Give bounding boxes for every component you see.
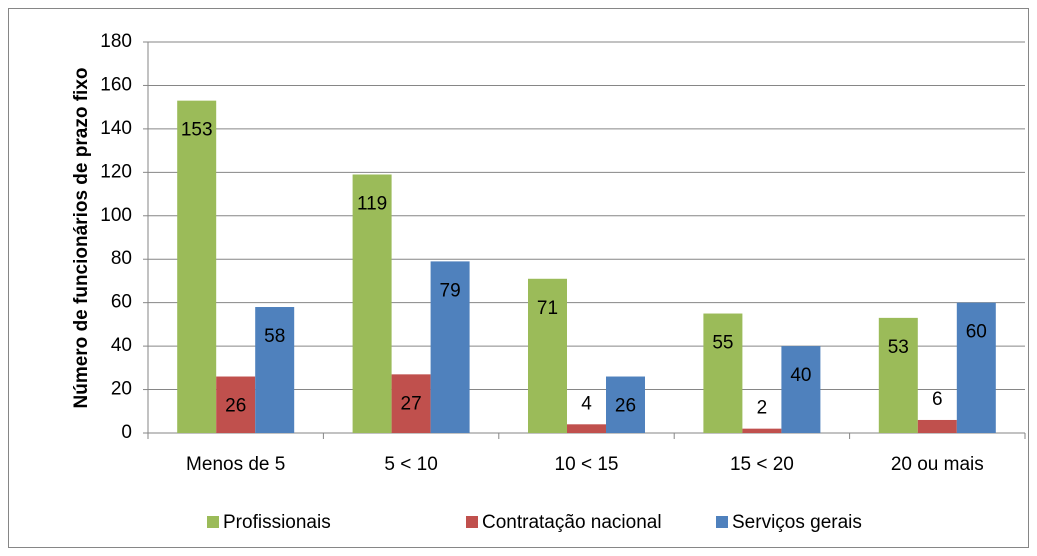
data-label: 40 xyxy=(790,365,811,386)
legend-swatch xyxy=(716,516,728,528)
legend-label: Serviços gerais xyxy=(732,512,862,533)
y-tick-label: 180 xyxy=(100,31,132,52)
data-label: 26 xyxy=(615,396,636,417)
bar xyxy=(391,374,431,433)
data-label: 53 xyxy=(888,337,909,358)
y-tick-label: 40 xyxy=(111,335,132,356)
y-axis-label: Número de funcionários de prazo fixo xyxy=(71,68,92,409)
data-label: 79 xyxy=(440,280,461,301)
bar xyxy=(956,302,996,433)
y-tick-label: 60 xyxy=(111,292,132,313)
bar xyxy=(703,313,743,433)
bar xyxy=(781,346,821,433)
bar xyxy=(917,419,957,433)
bar xyxy=(177,100,217,434)
legend-label: Contratação nacional xyxy=(482,512,662,533)
data-label: 6 xyxy=(932,389,943,410)
legend-swatch xyxy=(207,516,219,528)
data-label: 119 xyxy=(357,194,387,215)
data-label: 71 xyxy=(537,298,558,319)
bar xyxy=(216,376,256,433)
x-tick-label: 20 ou mais xyxy=(891,454,984,475)
bar xyxy=(352,174,392,433)
legend-label: Profissionais xyxy=(223,512,331,533)
y-tick-label: 100 xyxy=(100,205,132,226)
y-tick-label: 160 xyxy=(100,74,132,95)
y-tick-label: 140 xyxy=(100,118,132,139)
y-tick-label: 20 xyxy=(111,379,132,400)
x-tick-label: Menos de 5 xyxy=(186,454,285,475)
y-tick-label: 0 xyxy=(121,422,132,443)
data-label: 60 xyxy=(966,322,987,343)
data-label: 55 xyxy=(712,333,733,354)
bar xyxy=(430,261,470,433)
bar xyxy=(878,317,918,433)
bar xyxy=(255,307,295,433)
data-label: 4 xyxy=(581,393,592,414)
x-tick-label: 10 < 15 xyxy=(555,454,619,475)
y-tick-label: 80 xyxy=(111,248,132,269)
bar xyxy=(742,428,782,433)
chart-border xyxy=(8,8,1029,548)
y-tick-label: 120 xyxy=(100,161,132,182)
bar xyxy=(606,376,645,433)
bar xyxy=(528,278,567,433)
data-label: 26 xyxy=(225,396,246,417)
legend-swatch xyxy=(466,516,478,528)
x-tick-label: 5 < 10 xyxy=(384,454,437,475)
bar xyxy=(567,424,606,433)
data-label: 58 xyxy=(264,326,285,347)
data-label: 2 xyxy=(757,398,768,419)
data-label: 153 xyxy=(181,120,213,141)
data-label: 27 xyxy=(401,393,422,414)
x-tick-label: 15 < 20 xyxy=(730,454,794,475)
